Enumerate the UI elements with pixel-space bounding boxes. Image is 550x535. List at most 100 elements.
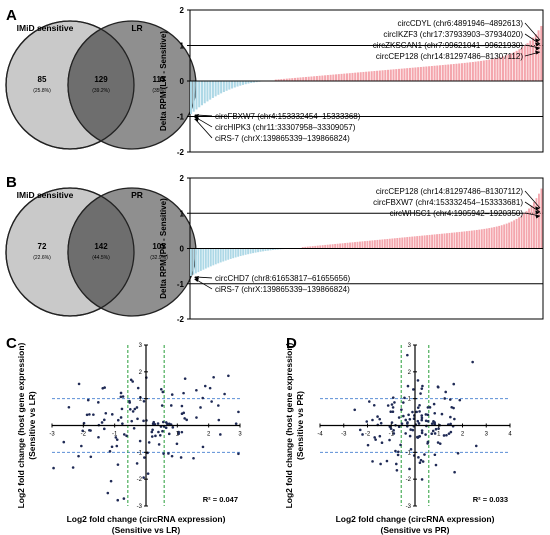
bar-a-bar-65 <box>367 71 370 81</box>
panel-a: A IMiD sensitive LR 85 (25.8%) 129 (39.2… <box>5 6 544 157</box>
bar-a-bar-20 <box>244 81 247 85</box>
bar-a-bar-52 <box>332 74 335 81</box>
bar-a-bar-11 <box>220 81 223 94</box>
scatter-c-point-63 <box>97 435 100 439</box>
scatter-c-point-106 <box>195 388 198 392</box>
bar-b-bar-60 <box>339 243 342 249</box>
scatter-d-point-109 <box>372 403 376 407</box>
scatter-c-point-50 <box>114 436 118 439</box>
bar-b-bar-79 <box>386 238 389 249</box>
scatter-d-point-46 <box>417 422 421 425</box>
bar-b-bar-140 <box>538 193 540 249</box>
scatter-d-point-91 <box>361 433 364 436</box>
bar-b-bar-122 <box>493 227 496 249</box>
scatter-c-point-67 <box>192 456 195 460</box>
scatter-d-point-135 <box>373 436 376 439</box>
venn-b-left-title: IMiD sensitive <box>17 190 74 200</box>
scatter-d-point-84 <box>396 453 400 457</box>
scatter-c-point-98 <box>116 463 120 466</box>
bar-a-ylabel: Delta RPM (LR - Sensitive) <box>159 31 168 131</box>
scatter-c-point-117 <box>183 417 186 420</box>
bar-a-bar-78 <box>403 68 406 81</box>
scatter-d-xtick-label-0: -4 <box>317 432 323 438</box>
bar-b-bar-137 <box>530 205 533 249</box>
bar-a-bar-16 <box>233 81 236 88</box>
bar-b-bar-66 <box>354 242 356 249</box>
bar-a-annotation-arrow-top-1 <box>524 33 541 45</box>
scatter-c-point-88 <box>119 391 123 395</box>
scatter-d-xtick-label-7: 4 <box>508 432 512 438</box>
scatter-c-point-15 <box>146 472 150 475</box>
bar-a-bar-17 <box>236 81 239 87</box>
scatter-d-ytick-label-5: 3 <box>408 343 412 349</box>
bar-a-ytick-label-2: 0 <box>180 77 185 86</box>
bar-a-bar-100 <box>463 62 466 81</box>
bar-b-annotation-top-2: circWHSC1 (chr4:1905942–1920350) <box>390 209 524 218</box>
scatter-d-point-88 <box>408 434 412 438</box>
bar-b-bar-119 <box>485 228 488 249</box>
bar-a-bar-32 <box>277 79 280 81</box>
bar-b-ytick-label-4: -2 <box>177 315 185 324</box>
scatter-c-point-33 <box>110 413 114 416</box>
scatter-d-point-64 <box>390 421 394 424</box>
scatter-d-point-57 <box>411 410 414 414</box>
bar-a-bar-45 <box>313 76 316 81</box>
scatter-d-point-35 <box>371 460 374 463</box>
bar-a-bar-124 <box>529 40 532 81</box>
bar-a-bar-81 <box>411 67 414 81</box>
scatter-d-xtick-label-5: 2 <box>461 432 465 438</box>
scatter-c-point-85 <box>217 404 220 407</box>
bar-a-bar-33 <box>280 79 283 81</box>
bar-a-ytick-label-3: -1 <box>177 113 185 122</box>
scatter-c-point-59 <box>164 426 168 430</box>
bar-b-bar-120 <box>488 228 491 249</box>
bar-b-bar-15 <box>227 248 230 260</box>
bar-a-bar-90 <box>436 65 439 81</box>
bar-b-bar-107 <box>455 232 458 249</box>
bar-a-bar-13 <box>225 81 228 91</box>
scatter-d-point-56 <box>421 384 424 388</box>
bar-a-bar-9 <box>214 81 217 97</box>
scatter-d-point-85 <box>394 449 397 453</box>
scatter-d-point-82 <box>380 441 384 445</box>
scatter-c-point-12 <box>199 406 202 409</box>
bar-a-annotation-top-1: circIKZF3 (chr17:37933903–37934020) <box>383 30 523 39</box>
scatter-d-point-110 <box>436 385 440 388</box>
bar-b-bar-56 <box>329 244 332 249</box>
bar-a-bar-74 <box>392 69 395 81</box>
panel-label-b: B <box>6 174 17 191</box>
scatter-d-point-71 <box>400 422 404 425</box>
scatter-c-point-7 <box>67 405 71 409</box>
bar-b-ytick-label-2: 0 <box>180 245 185 254</box>
bar-a-bar-38 <box>293 77 297 81</box>
scatter-d-point-139 <box>406 422 409 425</box>
bar-b-bar-8 <box>209 248 212 267</box>
bar-a-bar-47 <box>318 75 321 81</box>
scatter-c-point-10 <box>122 433 126 436</box>
scatter-d-point-37 <box>456 451 460 455</box>
bar-b-bar-57 <box>331 244 334 249</box>
bar-a-bar-49 <box>324 75 327 81</box>
scatter-d-point-120 <box>440 412 444 416</box>
bar-b-bar-102 <box>443 233 446 249</box>
scatter-c-point-64 <box>125 434 128 438</box>
bar-b-bar-67 <box>356 241 359 249</box>
bar-a-bar-92 <box>441 65 444 81</box>
scatter-c-point-4 <box>120 407 124 411</box>
bar-a-bar-110 <box>491 59 494 81</box>
scatter-c-point-110 <box>223 392 226 396</box>
bar-a-ytick-label-0: 2 <box>180 6 185 15</box>
scatter-d-point-55 <box>419 458 423 462</box>
bar-a-bar-112 <box>496 57 499 81</box>
bar-a-bar-91 <box>439 65 442 81</box>
bar-a-bar-57 <box>345 73 349 81</box>
bar-b-bar-3 <box>197 248 200 273</box>
scatter-d-point-140 <box>390 403 394 406</box>
bar-a-bar-111 <box>493 58 496 81</box>
bar-b-bar-115 <box>475 229 478 249</box>
scatter-d-point-141 <box>426 406 430 409</box>
bar-b-bar-45 <box>301 247 304 249</box>
bar-a-bar-118 <box>512 52 515 81</box>
scatter-d-point-48 <box>474 444 478 448</box>
scatter-c-point-42 <box>133 407 137 411</box>
